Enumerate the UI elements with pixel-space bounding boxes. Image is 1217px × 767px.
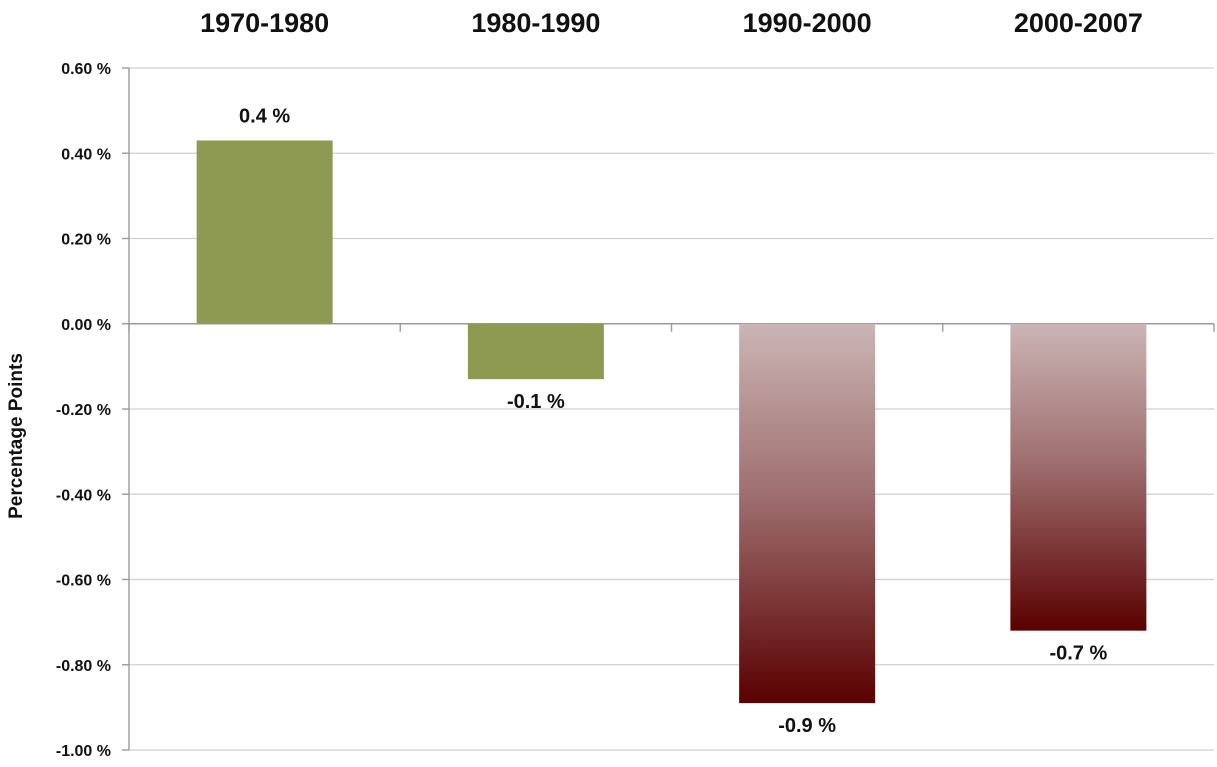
- y-tick-label: -0.20 %: [56, 402, 111, 419]
- bars: [196, 140, 1147, 704]
- y-tick-label: 0.20 %: [61, 232, 111, 249]
- bar-2000-2007: [1010, 323, 1147, 631]
- data-label: -0.1 %: [507, 391, 565, 413]
- data-label: -0.9 %: [778, 715, 836, 737]
- bar-1970-1980: [196, 140, 333, 324]
- y-axis-title: Percentage Points: [6, 353, 27, 519]
- category-label: 2000-2007: [1014, 8, 1143, 38]
- y-tick-label: 0.40 %: [61, 146, 111, 163]
- data-label: -0.7 %: [1049, 643, 1107, 665]
- y-tick-label: -0.60 %: [56, 573, 111, 590]
- y-tick-label: -0.80 %: [56, 658, 111, 675]
- category-label: 1980-1990: [471, 8, 600, 38]
- category-label: 1990-2000: [743, 8, 872, 38]
- y-tick-label: -1.00 %: [56, 743, 111, 760]
- category-label: 1970-1980: [200, 8, 329, 38]
- y-tick-label: -0.40 %: [56, 487, 111, 504]
- bar-1980-1990: [467, 323, 604, 380]
- labels: 0.60 % 0.40 % 0.20 % 0.00 % -0.20 % -0.40 % -0…: [56, 8, 1143, 760]
- data-label: 0.4 %: [239, 105, 290, 127]
- bar-1990-2000: [739, 323, 876, 704]
- y-tick-label: 0.00 %: [61, 317, 111, 334]
- y-tick-label: 0.60 %: [61, 61, 111, 78]
